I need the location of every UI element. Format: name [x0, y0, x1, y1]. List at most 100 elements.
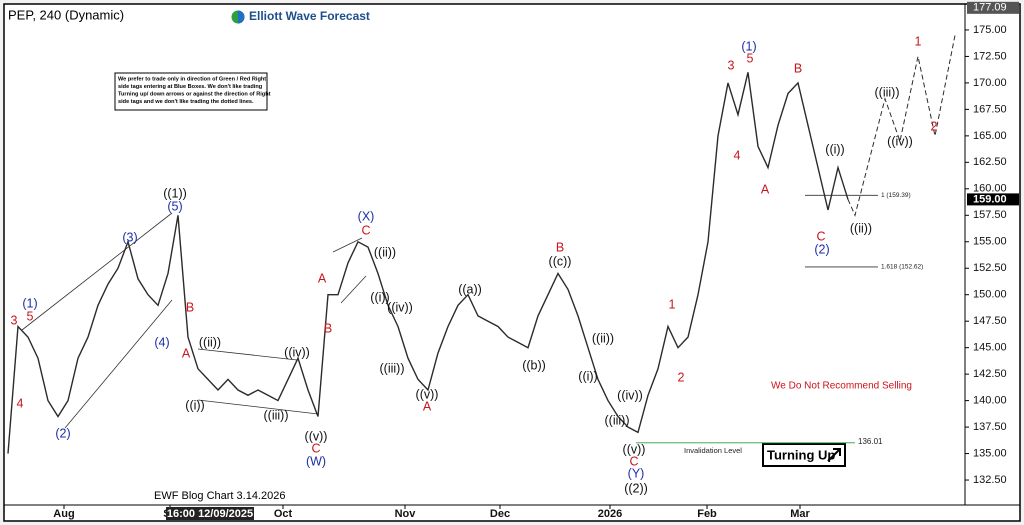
level-label: 1 (159.39): [881, 192, 911, 199]
y-tick-label: 132.50: [973, 474, 1007, 486]
footer: EWF Blog Chart 3.14.2026: [154, 490, 285, 502]
y-tick-label: 135.00: [973, 447, 1007, 459]
wave-label: 1: [669, 297, 676, 311]
y-tick-label: 162.50: [973, 156, 1007, 168]
wave-label: (Y): [628, 466, 645, 480]
y-tick-label: 137.50: [973, 421, 1007, 433]
y-tick-label: 165.00: [973, 130, 1007, 142]
x-tick-label: 2026: [598, 508, 622, 520]
y-tick-label: 157.50: [973, 209, 1007, 221]
signal-box: Turning Up: [762, 443, 846, 467]
wave-label: C: [361, 223, 370, 237]
wave-label: (3): [122, 230, 137, 244]
wave-label: 5: [27, 309, 34, 323]
wave-label: (X): [358, 209, 375, 223]
wave-label: ((i)): [825, 142, 844, 156]
wave-label: B: [186, 300, 194, 314]
y-tick-label: 147.50: [973, 315, 1007, 327]
wave-label: ((i)): [578, 369, 597, 383]
wave-label: (2): [55, 426, 70, 440]
wave-label: ((iii)): [264, 408, 289, 422]
y-tick-label: 160.00: [973, 183, 1007, 195]
note-line: side tags and we don't like trading the …: [118, 99, 254, 105]
x-tick-label: Aug: [53, 508, 74, 520]
wave-label: (2): [814, 242, 829, 256]
channel-line: [340, 275, 367, 304]
x-tick-label: Feb: [697, 508, 717, 520]
wave-label: ((iv)): [617, 388, 643, 402]
wave-label: ((iv)): [387, 300, 413, 314]
wave-label: ((ii)): [374, 245, 396, 259]
x-tick-label: 16:00 12/09/2025: [167, 508, 253, 520]
channel-line: [197, 348, 298, 361]
brand: Elliott Wave Forecast: [249, 9, 370, 23]
price-line: [7, 72, 849, 454]
wave-label: ((iii)): [605, 413, 630, 427]
wave-label: ((ii)): [592, 331, 614, 345]
x-tick-label: Oct: [274, 508, 293, 520]
x-tick-label: Dec: [490, 508, 510, 520]
wave-label: B: [794, 61, 802, 75]
y-tick-label: 150.00: [973, 289, 1007, 301]
x-tick-label: Nov: [395, 508, 417, 520]
note-box: [114, 72, 268, 111]
wave-label: (1): [22, 296, 37, 310]
high-marker-box: [967, 1, 1019, 14]
wave-label: A: [182, 346, 191, 360]
wave-label: C: [816, 229, 825, 243]
wave-label: 4: [734, 148, 741, 162]
wave-label: ((iii)): [380, 361, 405, 375]
projection-line: [847, 35, 956, 217]
wave-label: A: [423, 399, 432, 413]
signal-frame: [762, 443, 846, 467]
channel-line: [197, 399, 319, 415]
high-marker-label: 177.09: [973, 2, 1007, 14]
wave-label: 4: [17, 396, 24, 410]
wave-label: C: [311, 441, 320, 455]
wave-label: 3: [728, 58, 735, 72]
signal-text: Turning Up: [767, 447, 835, 462]
wave-label: ((v)): [416, 387, 439, 401]
y-tick-label: 142.50: [973, 368, 1007, 380]
wave-label: ((1)): [163, 186, 187, 200]
warning: We Do Not Recommend Selling: [771, 381, 912, 392]
wave-label: 2: [931, 119, 938, 133]
note-line: Turning up/ down arrows or against the d…: [118, 91, 271, 97]
y-tick-label: 140.00: [973, 395, 1007, 407]
y-tick-label: 145.00: [973, 342, 1007, 354]
y-tick-label: 170.00: [973, 77, 1007, 89]
note-line: side tags entering at Blue Boxes. We don…: [118, 84, 263, 90]
wave-label: 5: [747, 51, 754, 65]
crosshair-time-box: [166, 507, 254, 520]
wave-label: 3: [11, 313, 18, 327]
y-tick-label: 155.00: [973, 236, 1007, 248]
wave-label: (5): [167, 199, 182, 213]
wave-label: ((iv)): [284, 345, 310, 359]
channel-line: [21, 212, 173, 331]
y-tick-label: 175.00: [973, 24, 1007, 36]
wave-label: ((ii)): [850, 221, 872, 235]
note: We prefer to trade only in direction of …: [118, 76, 271, 105]
logo: Elliott Wave Forecast: [231, 9, 370, 24]
wave-label: (1): [741, 39, 756, 53]
wave-label: ((c)): [549, 254, 572, 268]
y-tick-label: 172.50: [973, 50, 1007, 62]
wave-label: ((ii)): [199, 335, 221, 349]
wave-label: (W): [306, 454, 326, 468]
wave-label: A: [761, 182, 770, 196]
invalidation-text: Invalidation Level: [684, 446, 742, 455]
wave-label: A: [318, 271, 327, 285]
wave-label: 2: [678, 370, 685, 384]
wave-label: ((b)): [522, 358, 546, 372]
wave-label: ((v)): [305, 429, 328, 443]
note-line: We prefer to trade only in direction of …: [118, 76, 266, 82]
wave-label: 1: [915, 34, 922, 48]
channel-line: [64, 299, 173, 429]
wave-label: ((2)): [624, 481, 648, 495]
logo-icon-half: [238, 10, 245, 24]
level-label: 136.01: [858, 437, 883, 446]
wave-label: (4): [154, 335, 169, 349]
y-tick-label: 152.50: [973, 262, 1007, 274]
last-price-label: 159.00: [973, 193, 1007, 205]
